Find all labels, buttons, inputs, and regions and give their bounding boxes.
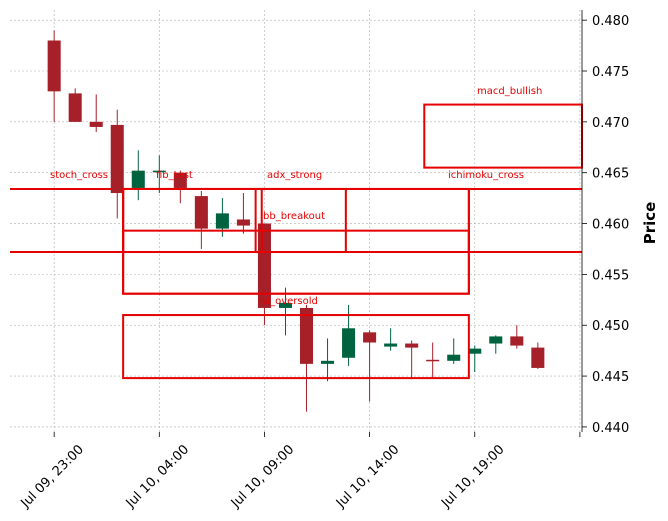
candle <box>236 193 250 234</box>
candle <box>89 94 103 133</box>
candle <box>405 340 419 380</box>
annotation-box <box>423 103 583 169</box>
candle <box>47 30 61 122</box>
y-axis-title: Price <box>641 202 659 245</box>
y-tick-label: 0.480 <box>592 14 629 29</box>
candle-body <box>173 172 187 188</box>
candle <box>384 328 398 351</box>
candle-body <box>405 343 419 348</box>
candle <box>131 150 145 201</box>
annotation-box <box>122 314 470 380</box>
x-tick-label: Jul 10, 09:00 <box>228 442 297 511</box>
candle <box>299 304 314 412</box>
x-tick-label: Jul 10, 19:00 <box>438 442 507 511</box>
x-tick-label: Jul 10, 04:00 <box>123 442 192 511</box>
y-tick-label: 0.445 <box>592 370 629 385</box>
candle-body <box>342 328 356 358</box>
candle-body <box>468 348 482 354</box>
y-tick-label: 0.465 <box>592 167 629 182</box>
candle <box>510 325 524 349</box>
candle <box>531 342 545 369</box>
x-tick-label: Jul 10, 14:00 <box>333 442 402 511</box>
candle <box>194 191 208 249</box>
candle <box>321 338 335 382</box>
candle-body <box>531 347 545 368</box>
annotation-label: adx_strong <box>267 170 322 181</box>
candle <box>173 170 187 204</box>
annotation-label: stoch_cross <box>50 170 108 181</box>
grid-lines <box>10 10 582 432</box>
candle-body <box>363 332 377 343</box>
candle <box>257 223 271 326</box>
candle-body <box>321 360 335 364</box>
annotation-box <box>122 187 470 295</box>
candle-body <box>489 336 503 344</box>
candle <box>68 88 82 122</box>
annotation-label: bb_breakout <box>263 211 325 222</box>
candle-body <box>384 343 398 347</box>
candle <box>363 330 377 402</box>
candle <box>447 338 461 364</box>
candle-body <box>152 170 166 173</box>
candle-body <box>89 121 103 127</box>
candle <box>468 345 482 373</box>
candle <box>278 287 293 336</box>
y-tick-label: 0.450 <box>592 319 629 334</box>
annotations: stoch_cross fib_test adx_strong ichimoku_cr… <box>50 86 583 380</box>
annotation-label: fib_test <box>156 170 193 181</box>
candle-body <box>68 93 82 122</box>
annotation-label: ichimoku_cross <box>448 170 524 181</box>
candle-body <box>447 354 461 361</box>
candle-body <box>47 40 61 92</box>
candle-body <box>131 170 145 188</box>
candle <box>152 155 166 194</box>
y-tick-label: 0.470 <box>592 116 629 131</box>
candle <box>110 109 124 219</box>
candle-body <box>510 336 524 346</box>
x-tick-label: Jul 09, 23:00 <box>18 442 87 511</box>
candle-body <box>194 196 208 229</box>
candle-body <box>110 124 124 194</box>
candle-body <box>426 359 440 362</box>
y-tick-label: 0.440 <box>592 421 629 436</box>
annotation-label: rsi_oversold <box>258 296 318 307</box>
y-tick-label: 0.455 <box>592 268 629 283</box>
candle-body <box>278 302 293 308</box>
y-tick-label: 0.475 <box>592 65 629 80</box>
y-tick-label: 0.460 <box>592 218 629 233</box>
candle <box>342 304 356 366</box>
annotation-label: macd_bullish <box>477 86 542 97</box>
candle-body <box>215 213 229 229</box>
candle-body <box>236 219 250 226</box>
candle <box>426 342 440 379</box>
candle-body <box>299 307 314 364</box>
annotation-box <box>122 229 470 295</box>
candle <box>489 335 503 354</box>
